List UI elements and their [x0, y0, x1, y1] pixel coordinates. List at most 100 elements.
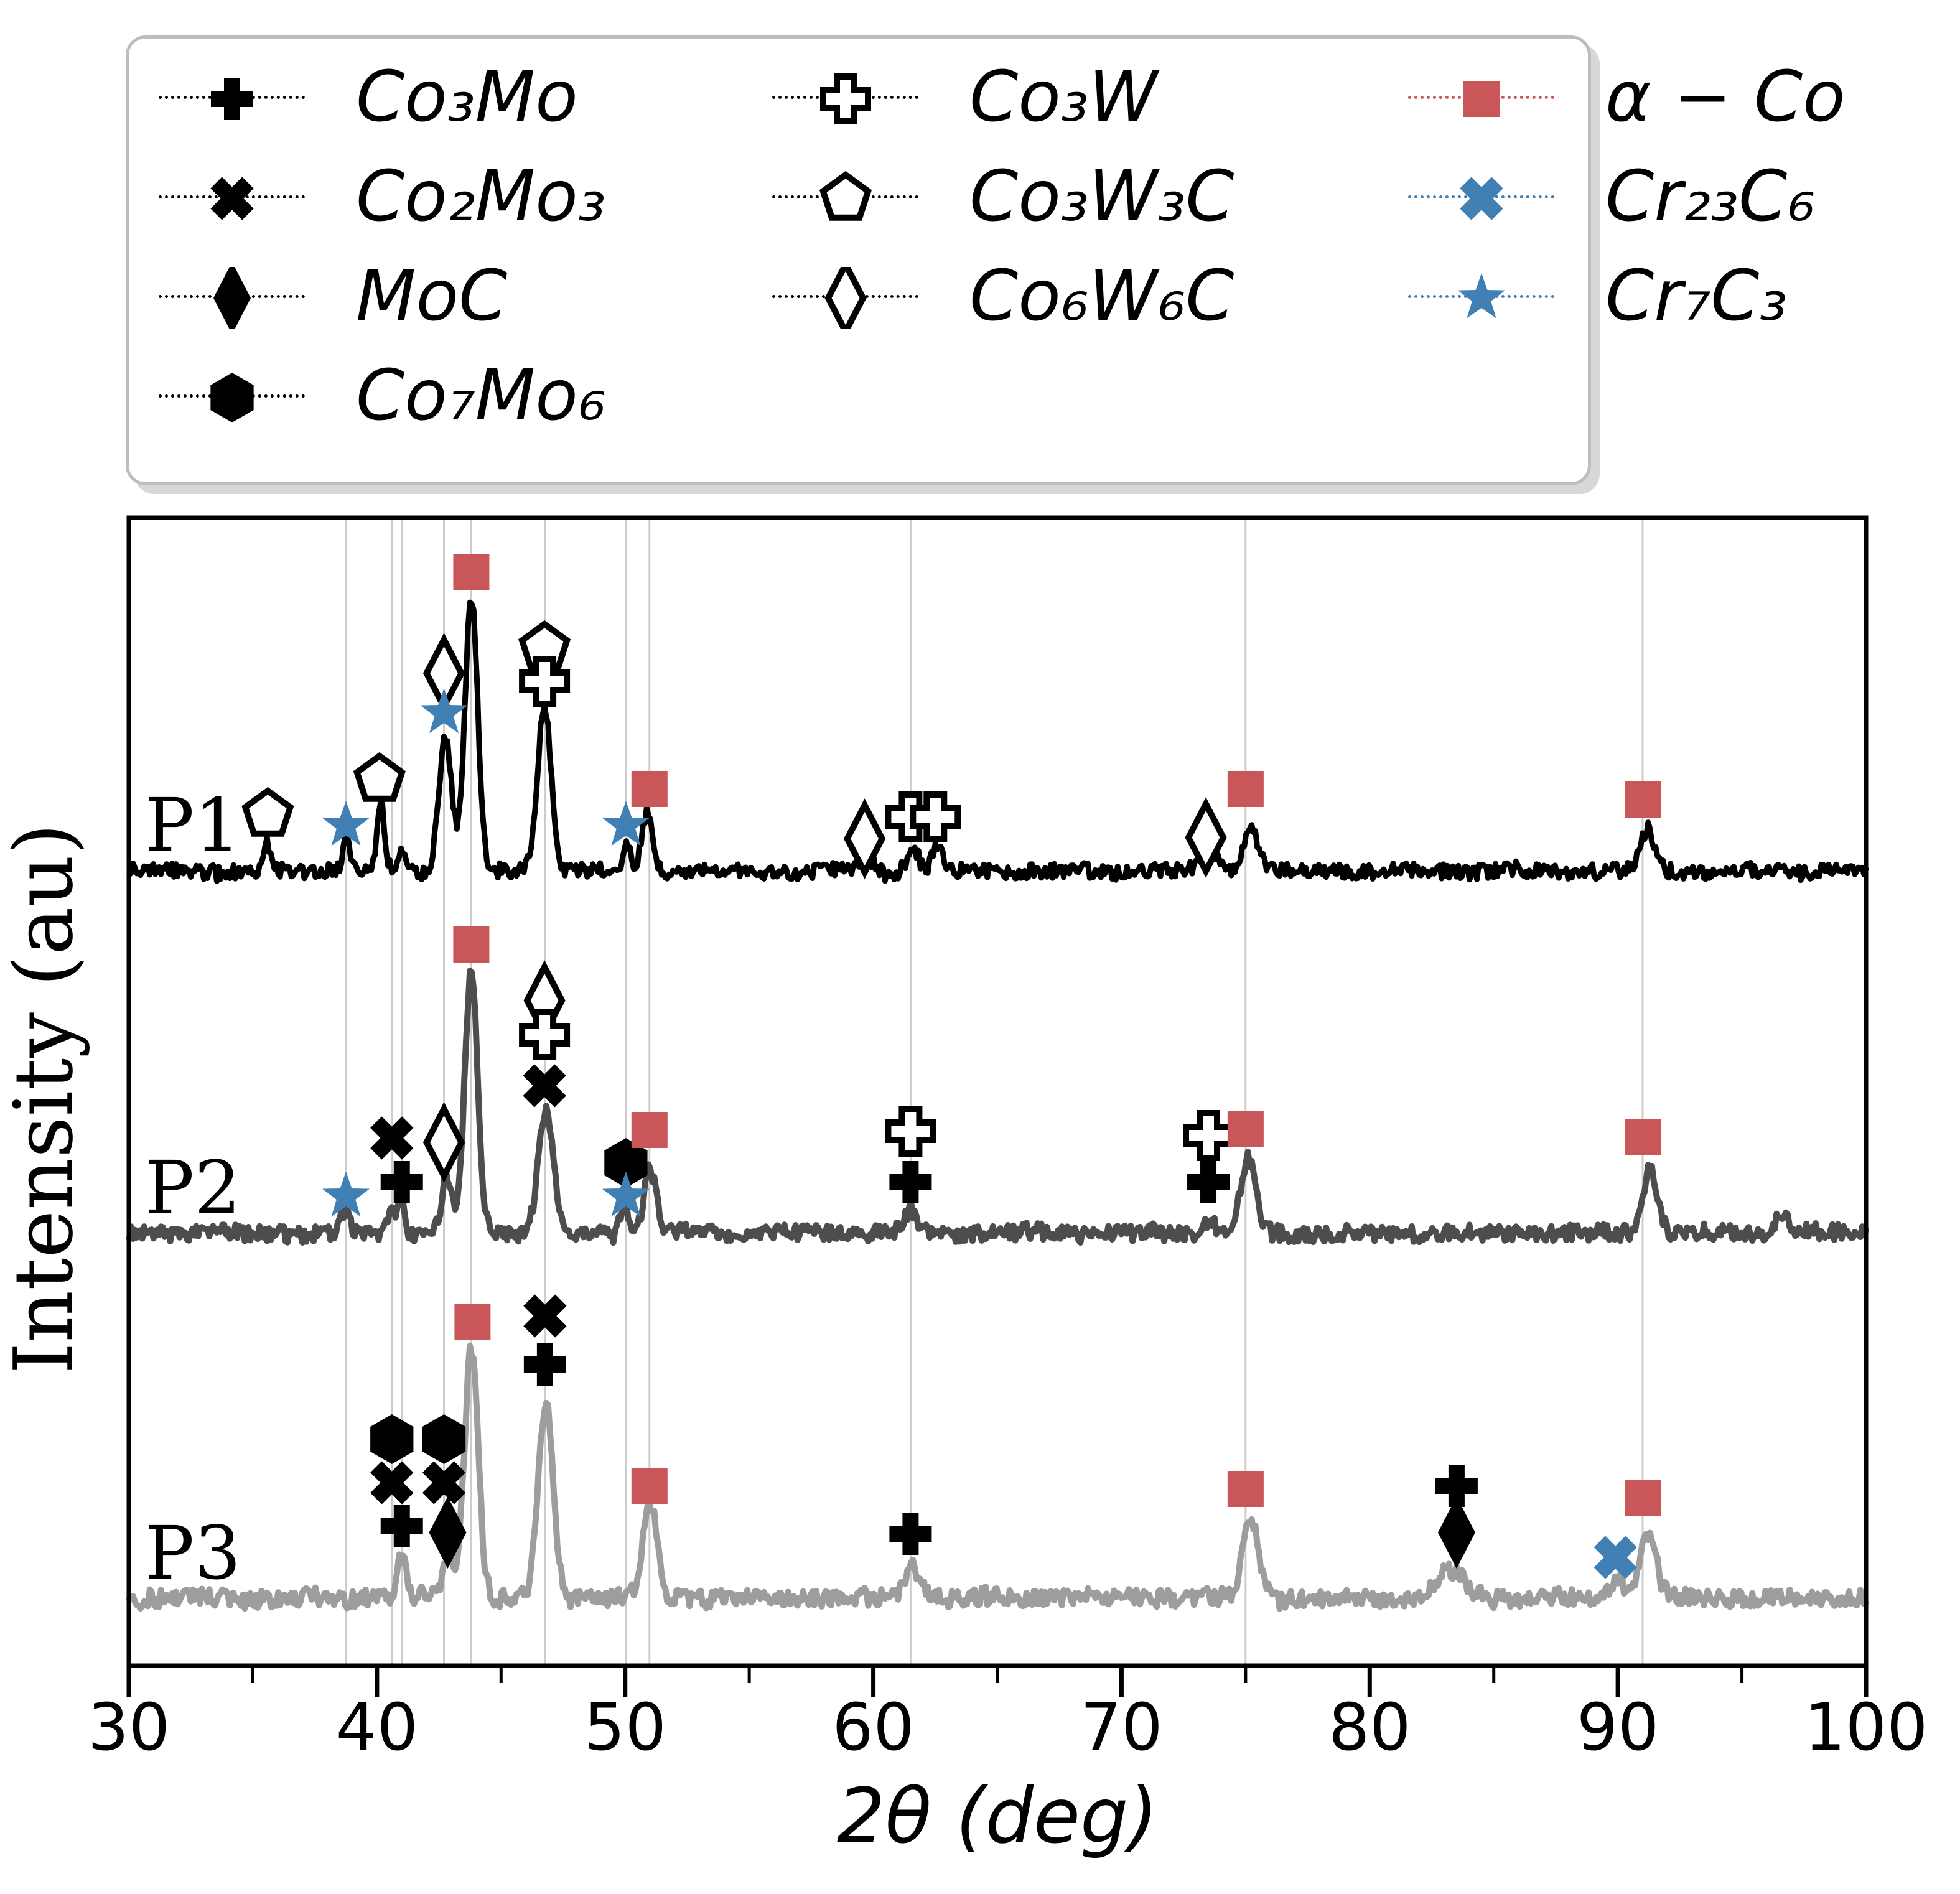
diamond-filled-icon — [213, 266, 251, 329]
plus-filled-marker-icon — [889, 1513, 932, 1555]
hexagon-filled-marker-icon — [422, 1414, 466, 1464]
hexagon-filled-icon — [210, 372, 254, 422]
diamond-filled-marker-icon — [429, 1496, 467, 1569]
x-tick-label-80: 80 — [1328, 1689, 1411, 1765]
x-filled-marker-icon — [523, 1294, 567, 1338]
diamond-open-marker-icon — [422, 1102, 465, 1183]
x-filled-marker-icon — [210, 176, 254, 220]
square-filled-marker-icon — [631, 771, 668, 807]
legend-item-label: Cr₇C₃ — [1605, 256, 1788, 337]
plus-open-marker-icon — [910, 791, 961, 842]
legend-item-label: MoC — [356, 256, 508, 337]
plus-filled-icon — [210, 77, 253, 120]
legend-key-line — [772, 73, 918, 124]
x-filled-marker-icon — [1459, 176, 1503, 220]
legend-item: Cr₇C₃ — [1408, 246, 1846, 346]
legend-item: Co₃W — [772, 47, 1234, 147]
plus-open-marker-icon — [1183, 1110, 1234, 1161]
pentagon-open-icon — [819, 170, 872, 221]
plus-filled-marker-icon — [889, 1161, 932, 1203]
x-filled-icon — [1459, 176, 1503, 220]
star-filled-marker-icon — [420, 688, 468, 734]
x-filled-icon — [210, 176, 254, 220]
square-filled-marker-icon — [453, 926, 490, 963]
square-filled-marker-icon — [1625, 1480, 1661, 1516]
legend-key-line — [772, 266, 918, 329]
pentagon-open-marker-icon — [241, 786, 294, 837]
markers-P1 — [241, 554, 1661, 879]
trace-label-P2: P2 — [145, 1145, 241, 1231]
legend-item: Co₆W₆C — [772, 246, 1234, 346]
legend-key-line — [1408, 273, 1554, 318]
plus-open-icon — [819, 73, 871, 124]
plus-filled-marker-icon — [1187, 1161, 1230, 1203]
legend-item: MoC — [159, 246, 606, 346]
hexagon-filled-marker-icon — [604, 1138, 648, 1188]
star-filled-marker-icon — [602, 801, 650, 846]
star-filled-marker-icon — [602, 1172, 650, 1217]
legend-key-line — [1408, 176, 1554, 220]
legend-item: Co₂Mo₃ — [159, 147, 606, 246]
x-tick-label-60: 60 — [832, 1689, 914, 1765]
legend-column-2: Co₃W Co₃W₃C Co₆W₆C — [772, 47, 1234, 346]
plus-open-marker-icon — [885, 1106, 936, 1157]
legend-item-label: Co₃Mo — [356, 57, 578, 138]
pentagon-open-marker-icon — [353, 752, 406, 802]
square-filled-marker-icon — [1625, 781, 1661, 818]
trace-P2 — [126, 968, 1869, 1246]
legend-key-line — [159, 372, 305, 422]
x-tick-label-100: 100 — [1804, 1689, 1928, 1765]
plus-open-marker-icon — [519, 1009, 571, 1060]
trace-P1 — [126, 599, 1869, 884]
x-filled-marker-icon — [1594, 1536, 1637, 1579]
diamond-filled-marker-icon — [1437, 1496, 1475, 1569]
square-filled-marker-icon — [453, 554, 490, 590]
legend-key-line — [772, 170, 918, 221]
legend-item-label: Co₃W — [969, 57, 1158, 138]
legend-item-label: Cr₂₃C₆ — [1605, 156, 1816, 237]
y-axis-label: Intensity (au) — [0, 823, 91, 1374]
legend-item: Co₃W₃C — [772, 147, 1234, 246]
plus-filled-marker-icon — [380, 1505, 423, 1547]
diamond-open-icon — [824, 266, 867, 329]
x-axis-label: 2θ (deg) — [836, 1772, 1159, 1860]
legend-key-line — [1408, 80, 1554, 117]
square-filled-marker-icon — [1227, 771, 1264, 807]
square-filled-marker-icon — [1227, 1471, 1264, 1507]
star-filled-marker-icon — [322, 1172, 370, 1217]
x-tick-label-40: 40 — [336, 1689, 418, 1765]
star-filled-marker-icon — [1457, 273, 1505, 318]
plus-filled-marker-icon — [380, 1161, 423, 1203]
pentagon-open-marker-icon — [819, 170, 872, 221]
square-filled-marker-icon — [1463, 80, 1500, 117]
trace-label-P3: P3 — [145, 1510, 241, 1596]
diamond-open-marker-icon — [1185, 797, 1227, 878]
x-tick-label-50: 50 — [584, 1689, 666, 1765]
diamond-open-marker-icon — [843, 798, 886, 879]
legend-item: Co₃Mo — [159, 47, 606, 147]
square-filled-marker-icon — [1227, 1111, 1264, 1147]
legend-column-3: α − Co Cr₂₃C₆ Cr₇C₃ — [1408, 47, 1846, 346]
legend-key-line — [159, 176, 305, 220]
diamond-open-marker-icon — [824, 266, 867, 329]
legend-item-label: Co₆W₆C — [969, 256, 1234, 337]
markers-P2 — [322, 926, 1661, 1217]
square-filled-marker-icon — [631, 1468, 668, 1504]
x-tick-label-30: 30 — [88, 1689, 170, 1765]
square-filled-marker-icon — [454, 1304, 491, 1340]
legend-item: α − Co — [1408, 47, 1846, 147]
x-filled-marker-icon — [370, 1461, 414, 1504]
legend-item-label: α − Co — [1605, 57, 1846, 138]
trace-P3 — [126, 1342, 1869, 1612]
plus-open-marker-icon — [519, 656, 571, 707]
diamond-filled-marker-icon — [213, 266, 251, 329]
legend-item: Cr₂₃C₆ — [1408, 147, 1846, 246]
star-filled-marker-icon — [322, 801, 370, 846]
x-filled-marker-icon — [370, 1116, 414, 1160]
plus-filled-marker-icon — [523, 1343, 566, 1386]
markers-P3 — [370, 1294, 1661, 1579]
x-filled-marker-icon — [523, 1064, 566, 1108]
square-filled-marker-icon — [1625, 1119, 1661, 1155]
